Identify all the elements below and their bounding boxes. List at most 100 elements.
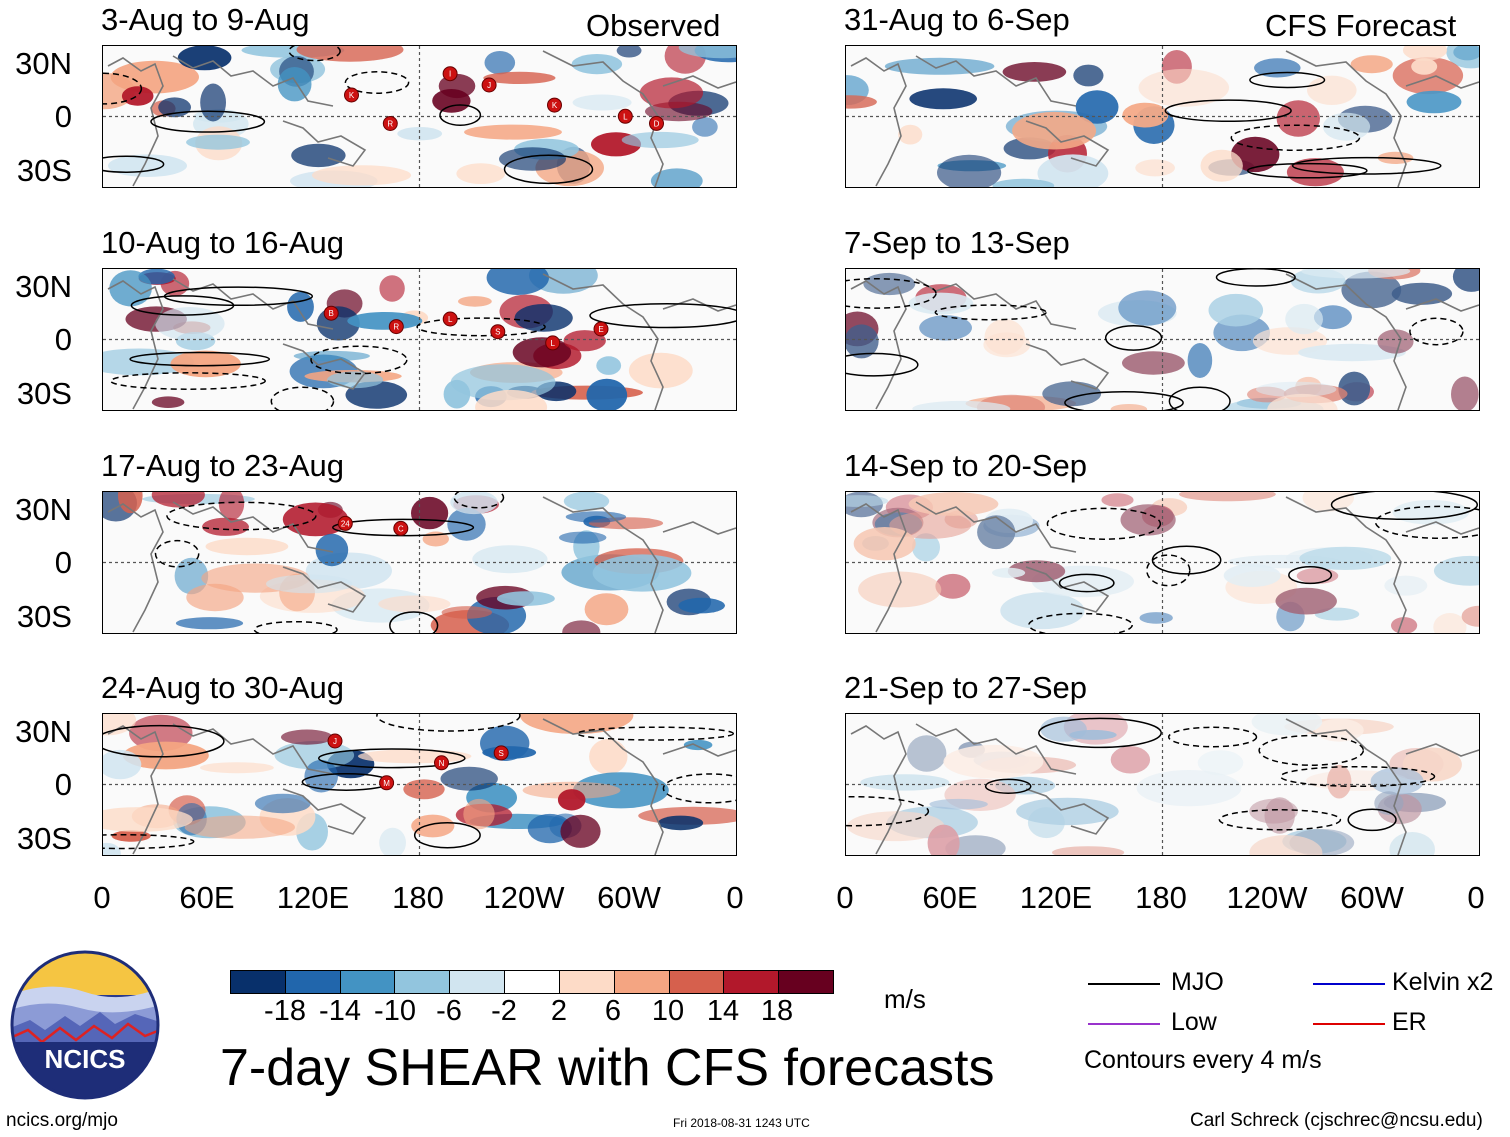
mjo-contour — [1279, 765, 1436, 788]
colorbar-tick: -14 — [319, 995, 361, 1027]
coastline — [915, 723, 1077, 775]
storm-markers: J M N S — [327, 733, 509, 791]
shear-blob — [1110, 746, 1151, 774]
mjo-contour — [413, 821, 481, 849]
shear-blob — [1298, 343, 1406, 362]
mjo-contour — [389, 611, 439, 633]
panel-title-4: 7-Sep to 13-Sep — [844, 225, 1070, 260]
coastline — [850, 280, 907, 410]
shear-blob — [379, 275, 405, 302]
shear-blob — [484, 51, 516, 75]
shear-blob — [1122, 351, 1185, 375]
shear-blob — [1285, 303, 1323, 335]
map-panel-6 — [845, 491, 1480, 634]
shear-blob — [472, 545, 548, 574]
shear-blob — [175, 617, 244, 630]
shear-blob — [1197, 750, 1244, 776]
shear-blob — [1069, 729, 1117, 740]
shear-blobs — [846, 492, 1479, 633]
shear-blob — [1223, 564, 1281, 587]
coastlines — [850, 496, 1479, 633]
shear-blob — [621, 131, 699, 149]
legend-note: Contours every 4 m/s — [1084, 1046, 1322, 1074]
shear-blobs — [103, 46, 736, 187]
shear-blob — [1327, 764, 1352, 799]
shear-blob — [358, 749, 472, 764]
shear-blob — [973, 751, 1029, 769]
shear-blob — [315, 533, 349, 567]
shear-blob — [1402, 747, 1462, 782]
shear-blob — [1200, 149, 1243, 182]
shear-blob — [463, 798, 495, 830]
mjo-contour — [1151, 545, 1222, 575]
lat-label-30n: 30N — [15, 714, 72, 749]
shear-blob — [443, 379, 471, 409]
coastline — [282, 566, 367, 613]
shear-blobs — [103, 269, 693, 410]
storm-label: L — [550, 339, 555, 348]
shear-blob — [397, 127, 443, 141]
storm-label: N — [439, 759, 445, 768]
mjo-contour — [103, 724, 225, 758]
shear-blob — [1040, 716, 1087, 742]
shear-blob — [1452, 269, 1479, 292]
storm-label: 24 — [341, 519, 350, 528]
coastline — [1405, 743, 1479, 757]
shear-blob — [898, 124, 923, 145]
mjo-contour — [1104, 324, 1163, 351]
footer-url[interactable]: ncics.org/mjo — [6, 1110, 118, 1131]
shear-blob — [1374, 791, 1404, 815]
shear-blob — [1411, 58, 1438, 75]
shear-blob — [919, 315, 972, 341]
shear-blob — [1110, 404, 1148, 410]
coastline — [1025, 120, 1110, 167]
shear-blob — [1016, 797, 1119, 826]
shear-blob — [520, 714, 634, 734]
shear-blob — [846, 324, 879, 359]
shear-blob — [379, 827, 406, 855]
storm-marker — [490, 324, 506, 340]
colorbar-tick: 2 — [550, 995, 568, 1027]
shear-blob — [560, 814, 601, 848]
shear-blob — [202, 517, 249, 536]
mjo-contour — [154, 539, 200, 568]
lon-label-120w: 120W — [483, 880, 565, 915]
coastline — [1285, 273, 1407, 410]
legend-line-low — [1088, 1023, 1160, 1025]
coastlines — [107, 718, 736, 855]
colorbar-swatch — [231, 971, 286, 993]
shear-blob — [1275, 587, 1337, 615]
shear-blob — [1282, 829, 1347, 854]
lat-label-eq: 0 — [54, 322, 72, 357]
mjo-contour — [1258, 734, 1365, 766]
shear-blob — [1276, 100, 1320, 137]
storm-marker — [323, 305, 339, 321]
mjo-contour — [1374, 505, 1479, 539]
panel-title-5: 17-Aug to 23-Aug — [101, 448, 345, 483]
mjo-contours — [1164, 71, 1442, 179]
mjo-contour — [1167, 726, 1258, 748]
shear-blob — [311, 165, 412, 186]
shear-blob — [184, 815, 295, 839]
shear-blob — [692, 117, 718, 137]
shear-blob — [886, 806, 978, 839]
shear-blob — [563, 492, 610, 511]
coastline — [1025, 343, 1110, 390]
coastline — [542, 50, 664, 187]
mjo-contour — [253, 620, 338, 633]
mjo-contour — [1249, 71, 1326, 89]
shear-blob — [1383, 792, 1446, 813]
coastline — [542, 718, 664, 855]
mjo-contour — [129, 351, 271, 367]
mjo-contour — [439, 104, 482, 126]
mjo-contour — [1164, 99, 1292, 123]
storm-marker — [388, 319, 404, 335]
colorbar-tick: 18 — [760, 995, 794, 1027]
shear-blob — [1012, 111, 1097, 150]
shear-blob — [943, 744, 1044, 779]
shear-blob — [1350, 55, 1393, 74]
lon-label-60w: 60W — [597, 880, 661, 915]
shear-blob — [122, 741, 209, 770]
shear-blob — [1135, 159, 1175, 177]
storm-marker — [327, 733, 343, 749]
